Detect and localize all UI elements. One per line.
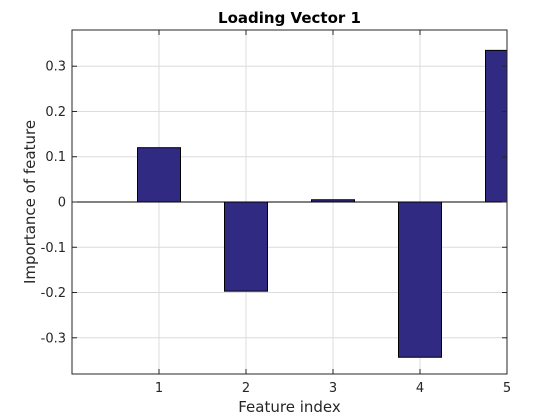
x-tick-label: 2 <box>242 381 250 396</box>
y-tick-label: -0.1 <box>41 241 66 256</box>
y-tick-label: 0.1 <box>45 150 66 165</box>
ticks-layer: 1 2 3 4 5 -0.3 -0.2 -0.1 0 0.1 0.2 0.3 <box>41 30 511 396</box>
bar <box>485 49 507 203</box>
bars-layer <box>137 49 507 358</box>
x-tick-label: 1 <box>155 381 163 396</box>
x-tick-label: 3 <box>329 381 337 396</box>
y-tick-label: 0.2 <box>45 105 66 120</box>
y-tick-label: 0 <box>58 196 66 211</box>
y-axis-label: Importance of feature <box>21 120 39 284</box>
x-tick-label: 4 <box>416 381 424 396</box>
chart-title: Loading Vector 1 <box>218 9 361 27</box>
bar <box>311 199 355 203</box>
bar <box>224 201 268 292</box>
y-tick-label: -0.2 <box>41 286 66 301</box>
bar <box>137 147 181 203</box>
bar <box>398 201 442 358</box>
y-tick-label: 0.3 <box>45 60 66 75</box>
x-axis-label: Feature index <box>238 398 341 416</box>
y-tick-label: -0.3 <box>41 331 66 346</box>
x-tick-label: 5 <box>503 381 511 396</box>
